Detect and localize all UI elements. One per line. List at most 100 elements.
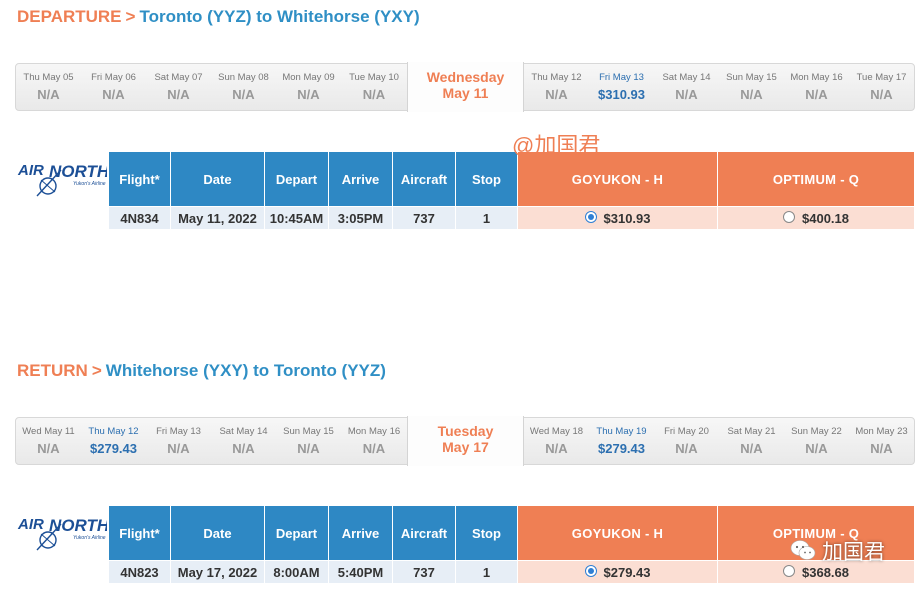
selected-date-cell[interactable]: Wednesday May 11 [407, 62, 524, 112]
date-cell[interactable]: Fri May 13 N/A [146, 418, 211, 464]
return-keyword: RETURN [17, 361, 88, 380]
date-price: N/A [675, 441, 698, 456]
date-cell[interactable]: Mon May 16 N/A [784, 64, 849, 110]
date-cell[interactable]: Sat May 14 N/A [654, 64, 719, 110]
date-label: Sat May 14 [219, 426, 268, 437]
date-cell[interactable]: Thu May 12 $279.43 [81, 418, 146, 464]
fare-option-goyukon[interactable]: $279.43 [518, 561, 718, 583]
date-cell[interactable]: Sat May 14 N/A [211, 418, 276, 464]
date-label: Mon May 16 [347, 426, 401, 437]
date-price: N/A [675, 87, 698, 102]
date-label: Wed May 18 [529, 426, 584, 437]
col-header-arrive[interactable]: Arrive [329, 152, 393, 206]
col-header-date[interactable]: Date [171, 506, 265, 560]
date-cell[interactable]: Tue May 10 N/A [341, 64, 407, 110]
svg-text:AIR: AIR [17, 516, 44, 533]
date-cell[interactable]: Mon May 16 N/A [341, 418, 407, 464]
fare-radio[interactable] [783, 211, 795, 223]
date-price: $310.93 [598, 87, 645, 102]
date-label: Wed May 11 [22, 426, 75, 437]
date-cell[interactable]: Thu May 05 N/A [16, 64, 81, 110]
date-cell[interactable]: Sun May 15 N/A [719, 64, 784, 110]
cell-date: May 11, 2022 [171, 207, 265, 229]
cell-stop: 1 [456, 561, 518, 583]
date-cell[interactable]: Sun May 08 N/A [211, 64, 276, 110]
date-price: $279.43 [598, 441, 645, 456]
return-date-strip: Wed May 11 N/A Thu May 12 $279.43 Fri May … [15, 416, 915, 466]
date-price: N/A [870, 441, 893, 456]
fare-radio[interactable] [783, 565, 795, 577]
selected-date-cell[interactable]: Tuesday May 17 [407, 416, 524, 466]
fare-option-goyukon[interactable]: $310.93 [518, 207, 718, 229]
date-cell[interactable]: Sat May 07 N/A [146, 64, 211, 110]
col-header-depart[interactable]: Depart [265, 152, 329, 206]
col-header-stop: Stop [456, 152, 518, 206]
col-header-date[interactable]: Date [171, 152, 265, 206]
airnorth-logo-graphic: AIR NORTH Yukon's Airline [17, 516, 110, 551]
departure-heading: DEPARTURE > Toronto (YYZ) to Whitehorse (Y… [17, 7, 420, 27]
date-price: N/A [805, 441, 828, 456]
date-label: Mon May 16 [790, 72, 843, 83]
date-label: Fri May 13 [156, 426, 201, 437]
cell-aircraft: 737 [393, 561, 456, 583]
date-price: N/A [37, 441, 60, 456]
date-cell[interactable]: Fri May 13 $310.93 [589, 64, 654, 110]
date-cell[interactable]: Thu May 12 N/A [524, 64, 589, 110]
fare-price: $400.18 [802, 210, 849, 226]
fare-price: $279.43 [603, 564, 651, 580]
svg-text:NORTH: NORTH [49, 162, 107, 181]
date-cell[interactable]: Sat May 21 N/A [719, 418, 784, 464]
date-cell[interactable]: Fri May 20 N/A [654, 418, 719, 464]
date-cell[interactable]: Sun May 22 N/A [784, 418, 849, 464]
date-label: Mon May 09 [282, 72, 335, 83]
departure-keyword: DEPARTURE [17, 7, 122, 26]
watermark-bottom: 加国君 [790, 536, 885, 567]
date-price: N/A [545, 87, 568, 102]
date-cell[interactable]: Thu May 19 $279.43 [589, 418, 654, 464]
col-header-flight[interactable]: Flight* [109, 152, 171, 206]
date-cell[interactable]: Wed May 18 N/A [524, 418, 589, 464]
date-label: Fri May 06 [91, 72, 136, 83]
date-cell[interactable]: Sun May 15 N/A [276, 418, 341, 464]
date-cell[interactable]: Fri May 06 N/A [81, 64, 146, 110]
selected-day-name: Tuesday [437, 423, 494, 439]
col-header-depart[interactable]: Depart [265, 506, 329, 560]
watermark-top: @加国君 [512, 133, 601, 158]
cell-stop: 1 [456, 207, 518, 229]
airnorth-logo-graphic: AIR NORTH Yukon's Airline [17, 162, 110, 197]
date-cell[interactable]: Wed May 11 N/A [16, 418, 81, 464]
date-price: N/A [362, 441, 386, 456]
watermark-text: 加国君 [822, 541, 885, 564]
date-cell[interactable]: Mon May 09 N/A [276, 64, 341, 110]
fare-radio-selected[interactable] [584, 565, 597, 577]
cell-depart: 10:45AM [265, 207, 329, 229]
date-price: N/A [740, 87, 763, 102]
fare-option-optimum[interactable]: $400.18 [718, 207, 915, 229]
fare-option-optimum[interactable]: $368.68 [718, 561, 915, 583]
svg-text:AIR: AIR [17, 162, 44, 179]
col-header-arrive[interactable]: Arrive [329, 506, 393, 560]
date-label: Tue May 10 [349, 72, 399, 83]
col-header-stop: Stop [456, 506, 518, 560]
date-price: N/A [102, 87, 125, 102]
date-cell[interactable]: Mon May 23 N/A [849, 418, 914, 464]
date-label: Sun May 08 [218, 72, 269, 83]
cell-arrive: 5:40PM [329, 561, 393, 583]
date-label: Thu May 19 [596, 426, 647, 437]
date-price: N/A [362, 87, 386, 102]
date-label: Sat May 14 [662, 72, 711, 83]
date-price: N/A [232, 441, 255, 456]
heading-separator: > [125, 7, 136, 26]
col-header-aircraft: Aircraft [393, 506, 456, 560]
selected-day-name: Wednesday [426, 69, 505, 85]
fare-header-optimum: OPTIMUM - Q [718, 506, 915, 560]
return-route: Whitehorse (YXY) to Toronto (YYZ) [105, 361, 386, 380]
fare-radio-selected[interactable] [584, 211, 597, 223]
col-header-flight[interactable]: Flight* [109, 506, 171, 560]
date-cell[interactable]: Tue May 17 N/A [849, 64, 914, 110]
cell-flight-number: 4N834 [109, 207, 171, 229]
date-price: N/A [870, 87, 893, 102]
svg-text:Yukon's Airline: Yukon's Airline [73, 535, 106, 541]
date-price: N/A [297, 87, 320, 102]
departure-route: Toronto (YYZ) to Whitehorse (YXY) [139, 7, 420, 26]
